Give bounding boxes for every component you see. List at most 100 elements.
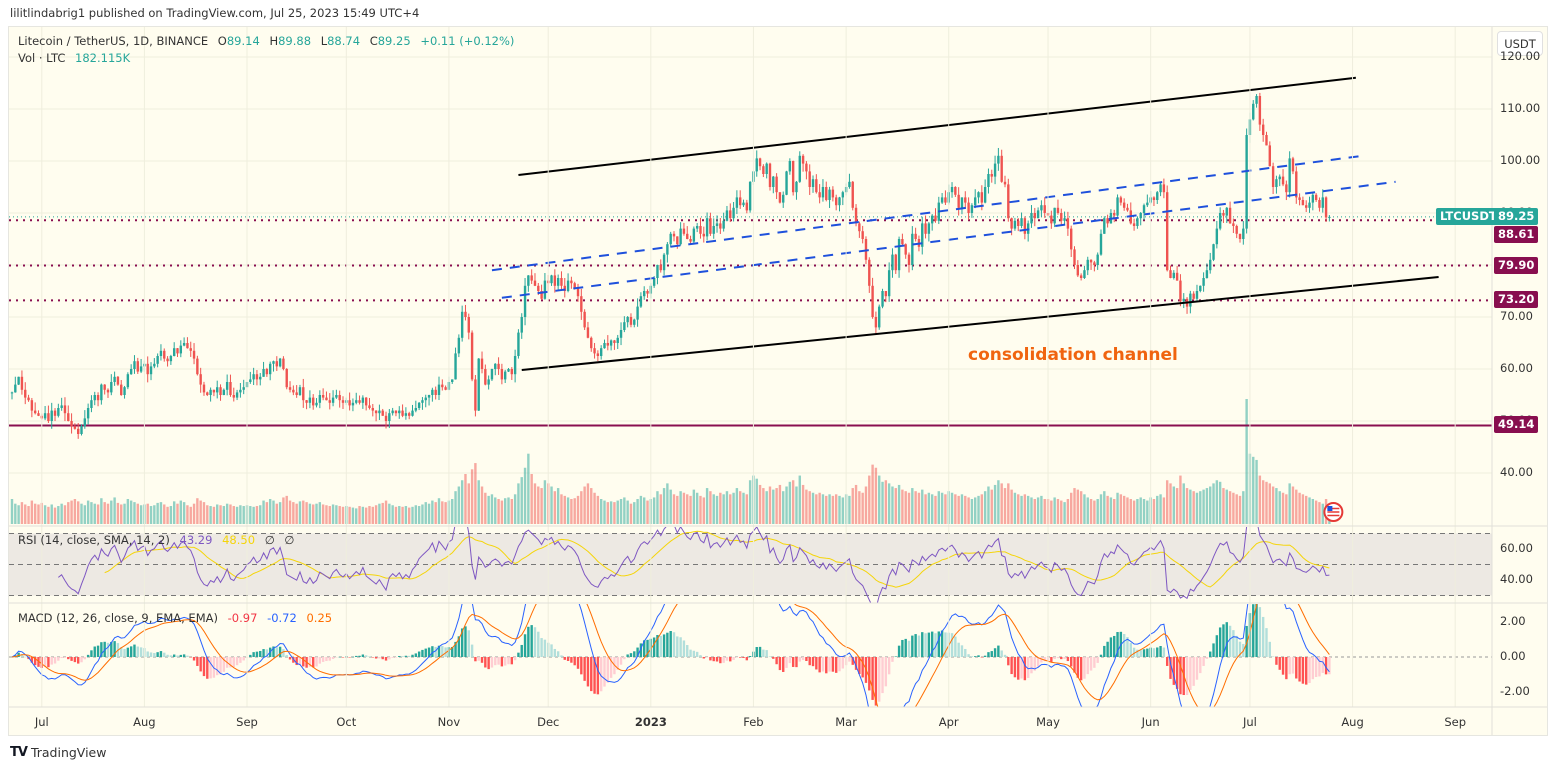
volume-bar bbox=[593, 492, 596, 524]
volume-bar bbox=[1040, 495, 1043, 524]
candle-body bbox=[179, 345, 183, 354]
candle-body bbox=[652, 278, 656, 286]
volume-bar bbox=[791, 480, 795, 524]
macd-histogram-bar bbox=[1321, 657, 1324, 673]
macd-histogram-bar bbox=[639, 643, 643, 657]
macd-histogram-bar bbox=[67, 657, 70, 660]
candle-body bbox=[739, 197, 742, 206]
candle-body bbox=[216, 387, 219, 393]
volume-bar bbox=[222, 506, 226, 524]
volume-bar bbox=[1076, 489, 1080, 524]
volume-bar bbox=[47, 506, 50, 524]
volume-bar bbox=[338, 506, 341, 524]
symbol-legend: Litecoin / TetherUS, 1D, BINANCE O89.14 … bbox=[18, 34, 514, 48]
macd-histogram-bar bbox=[381, 657, 384, 660]
macd-histogram-bar bbox=[689, 649, 692, 657]
candle-body bbox=[927, 223, 931, 234]
candle-body bbox=[639, 296, 643, 307]
volume-bar bbox=[404, 506, 408, 524]
candle-body bbox=[530, 275, 533, 281]
candle-body bbox=[1242, 228, 1245, 239]
macd-histogram-bar bbox=[967, 654, 970, 657]
macd-histogram-bar bbox=[818, 657, 821, 673]
volume-bar bbox=[1225, 489, 1228, 524]
macd-histogram-bar bbox=[321, 657, 325, 662]
volume-bar bbox=[1043, 499, 1046, 524]
candle-body bbox=[172, 348, 176, 356]
candle-body bbox=[464, 311, 467, 317]
candle-body bbox=[1122, 202, 1126, 208]
volume-bar bbox=[1258, 475, 1262, 524]
candle-body bbox=[411, 410, 414, 416]
volume-bar bbox=[1255, 459, 1258, 524]
macd-histogram-bar bbox=[742, 657, 745, 658]
volume-bar bbox=[583, 486, 586, 524]
candle-body bbox=[1070, 228, 1073, 250]
candle-body bbox=[841, 192, 845, 198]
volume-label: Vol · LTC bbox=[18, 51, 66, 65]
candle-body bbox=[414, 408, 418, 411]
volume-bar bbox=[566, 497, 570, 524]
candle-body bbox=[219, 387, 222, 395]
volume-bar bbox=[1165, 480, 1169, 524]
macd-histogram-bar bbox=[470, 644, 474, 657]
candle-body bbox=[1195, 291, 1199, 299]
volume-bar bbox=[262, 500, 265, 524]
candle-body bbox=[192, 350, 196, 359]
candle-body bbox=[907, 254, 911, 265]
macd-histogram-bar bbox=[1060, 657, 1063, 660]
rsi-legend: RSI (14, close, SMA, 14, 2) 43.29 48.50 … bbox=[18, 533, 294, 547]
macd-histogram-bar bbox=[374, 657, 378, 659]
candle-body bbox=[494, 363, 497, 369]
candle-body bbox=[77, 428, 80, 434]
macd-histogram-bar bbox=[891, 657, 894, 662]
macd-histogram-bar bbox=[745, 657, 749, 661]
candle-body bbox=[259, 376, 262, 380]
candle-body bbox=[1152, 197, 1156, 200]
chart-frame[interactable] bbox=[8, 26, 1548, 736]
volume-bar bbox=[954, 494, 957, 524]
macd-histogram-bar bbox=[335, 657, 338, 658]
volume-bar bbox=[73, 499, 77, 524]
macd-histogram-bar bbox=[1003, 654, 1007, 657]
macd-histogram-bar bbox=[421, 649, 424, 657]
volume-bar bbox=[318, 502, 322, 524]
volume-bar bbox=[235, 506, 239, 524]
macd-histogram-bar bbox=[838, 657, 841, 672]
volume-bar bbox=[967, 497, 970, 524]
candle-body bbox=[239, 389, 242, 393]
volume-bar bbox=[742, 492, 745, 524]
candle-body bbox=[1295, 171, 1298, 198]
candle-body bbox=[146, 363, 149, 375]
macd-histogram-bar bbox=[1291, 657, 1295, 674]
candle-body bbox=[136, 361, 139, 372]
macd-histogram-bar bbox=[871, 657, 874, 700]
candle-body bbox=[656, 265, 659, 278]
candle-body bbox=[437, 384, 441, 395]
candle-body bbox=[83, 418, 87, 427]
candle-body bbox=[590, 337, 593, 349]
macd-histogram-bar bbox=[186, 655, 189, 657]
volume-bar bbox=[249, 506, 252, 524]
currency-button[interactable]: USDT bbox=[1497, 31, 1543, 56]
macd-histogram-bar bbox=[1079, 657, 1083, 681]
candle-body bbox=[1268, 145, 1271, 167]
candle-body bbox=[540, 291, 543, 299]
volume-bar bbox=[540, 488, 543, 524]
time-axis-label: Feb bbox=[743, 715, 764, 729]
annotation-consolidation-channel[interactable]: consolidation channel bbox=[968, 345, 1178, 365]
candle-body bbox=[209, 389, 212, 395]
volume-bar bbox=[1007, 483, 1010, 524]
volume-bar bbox=[805, 489, 808, 524]
macd-histogram-bar bbox=[669, 631, 672, 657]
candle-body bbox=[990, 174, 993, 177]
candle-body bbox=[848, 181, 851, 187]
candle-body bbox=[358, 400, 361, 403]
candle-body bbox=[1076, 265, 1080, 276]
volume-bar bbox=[1060, 500, 1063, 524]
symbol-price-tag: LTCUSDT bbox=[1436, 207, 1501, 225]
footer-brand[interactable]: TV TradingView bbox=[10, 745, 106, 760]
candle-body bbox=[90, 400, 93, 408]
volume-bar bbox=[388, 503, 391, 524]
